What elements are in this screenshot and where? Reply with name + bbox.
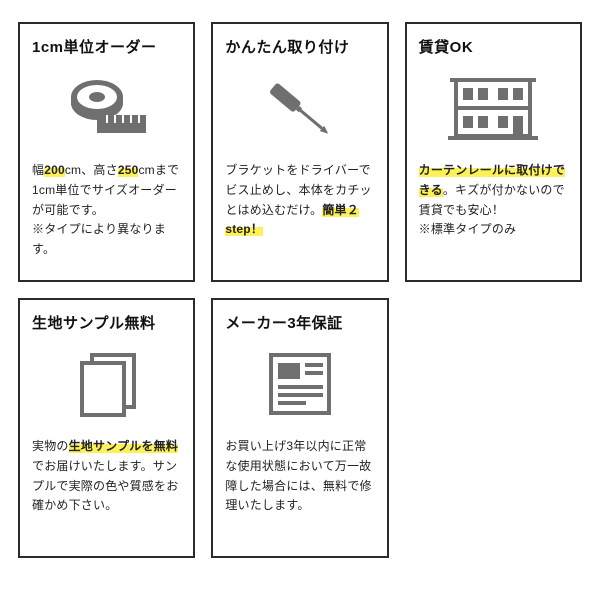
card-note: ※タイプにより異なります。 [32,222,166,256]
card-free-sample: 生地サンプル無料 実物の生地サンプルを無料でお届けいたします。サンプルで実際の色… [18,298,195,558]
feature-grid: 1cm単位オーダー 幅200cm、高さ250cmまで1cm単位でサイズオーダーが… [18,22,582,558]
card-title: メーカー3年保証 [225,312,374,333]
card-body: カーテンレールに取付けできる。キズが付かないので賃貸でも安心！ ※標準タイプのみ [419,161,568,240]
swatches-icon [32,341,181,427]
card-title: 生地サンプル無料 [32,312,181,333]
card-cm-order: 1cm単位オーダー 幅200cm、高さ250cmまで1cm単位でサイズオーダーが… [18,22,195,282]
card-title: 1cm単位オーダー [32,36,181,57]
card-title: 賃貸OK [419,36,568,57]
document-icon [225,341,374,427]
card-title: かんたん取り付け [225,36,374,57]
card-easy-install: かんたん取り付け ブラケットをドライバーでビス止めし、本体をカチッとはめ込むだけ… [211,22,388,282]
card-body: お買い上げ3年以内に正常な使用状態において万一故障した場合には、無料で修理いたし… [225,437,374,516]
card-rental-ok: 賃貸OK カーテンレールに取付けできる。キズが付かないので賃貸でも安心！ [405,22,582,282]
card-body: 幅200cm、高さ250cmまで1cm単位でサイズオーダーが可能です。 ※タイプ… [32,161,181,260]
card-body: 実物の生地サンプルを無料でお届けいたします。サンプルで実際の色や質感をお確かめ下… [32,437,181,516]
tape-measure-icon [32,65,181,151]
card-note: ※標準タイプのみ [419,222,517,236]
card-body: ブラケットをドライバーでビス止めし、本体をカチッとはめ込むだけ。簡単２step！ [225,161,374,240]
card-warranty: メーカー3年保証 お買い上げ3年以内に正常な使用状態において万一故障した場合には… [211,298,388,558]
screwdriver-icon [225,65,374,151]
building-icon [419,65,568,151]
